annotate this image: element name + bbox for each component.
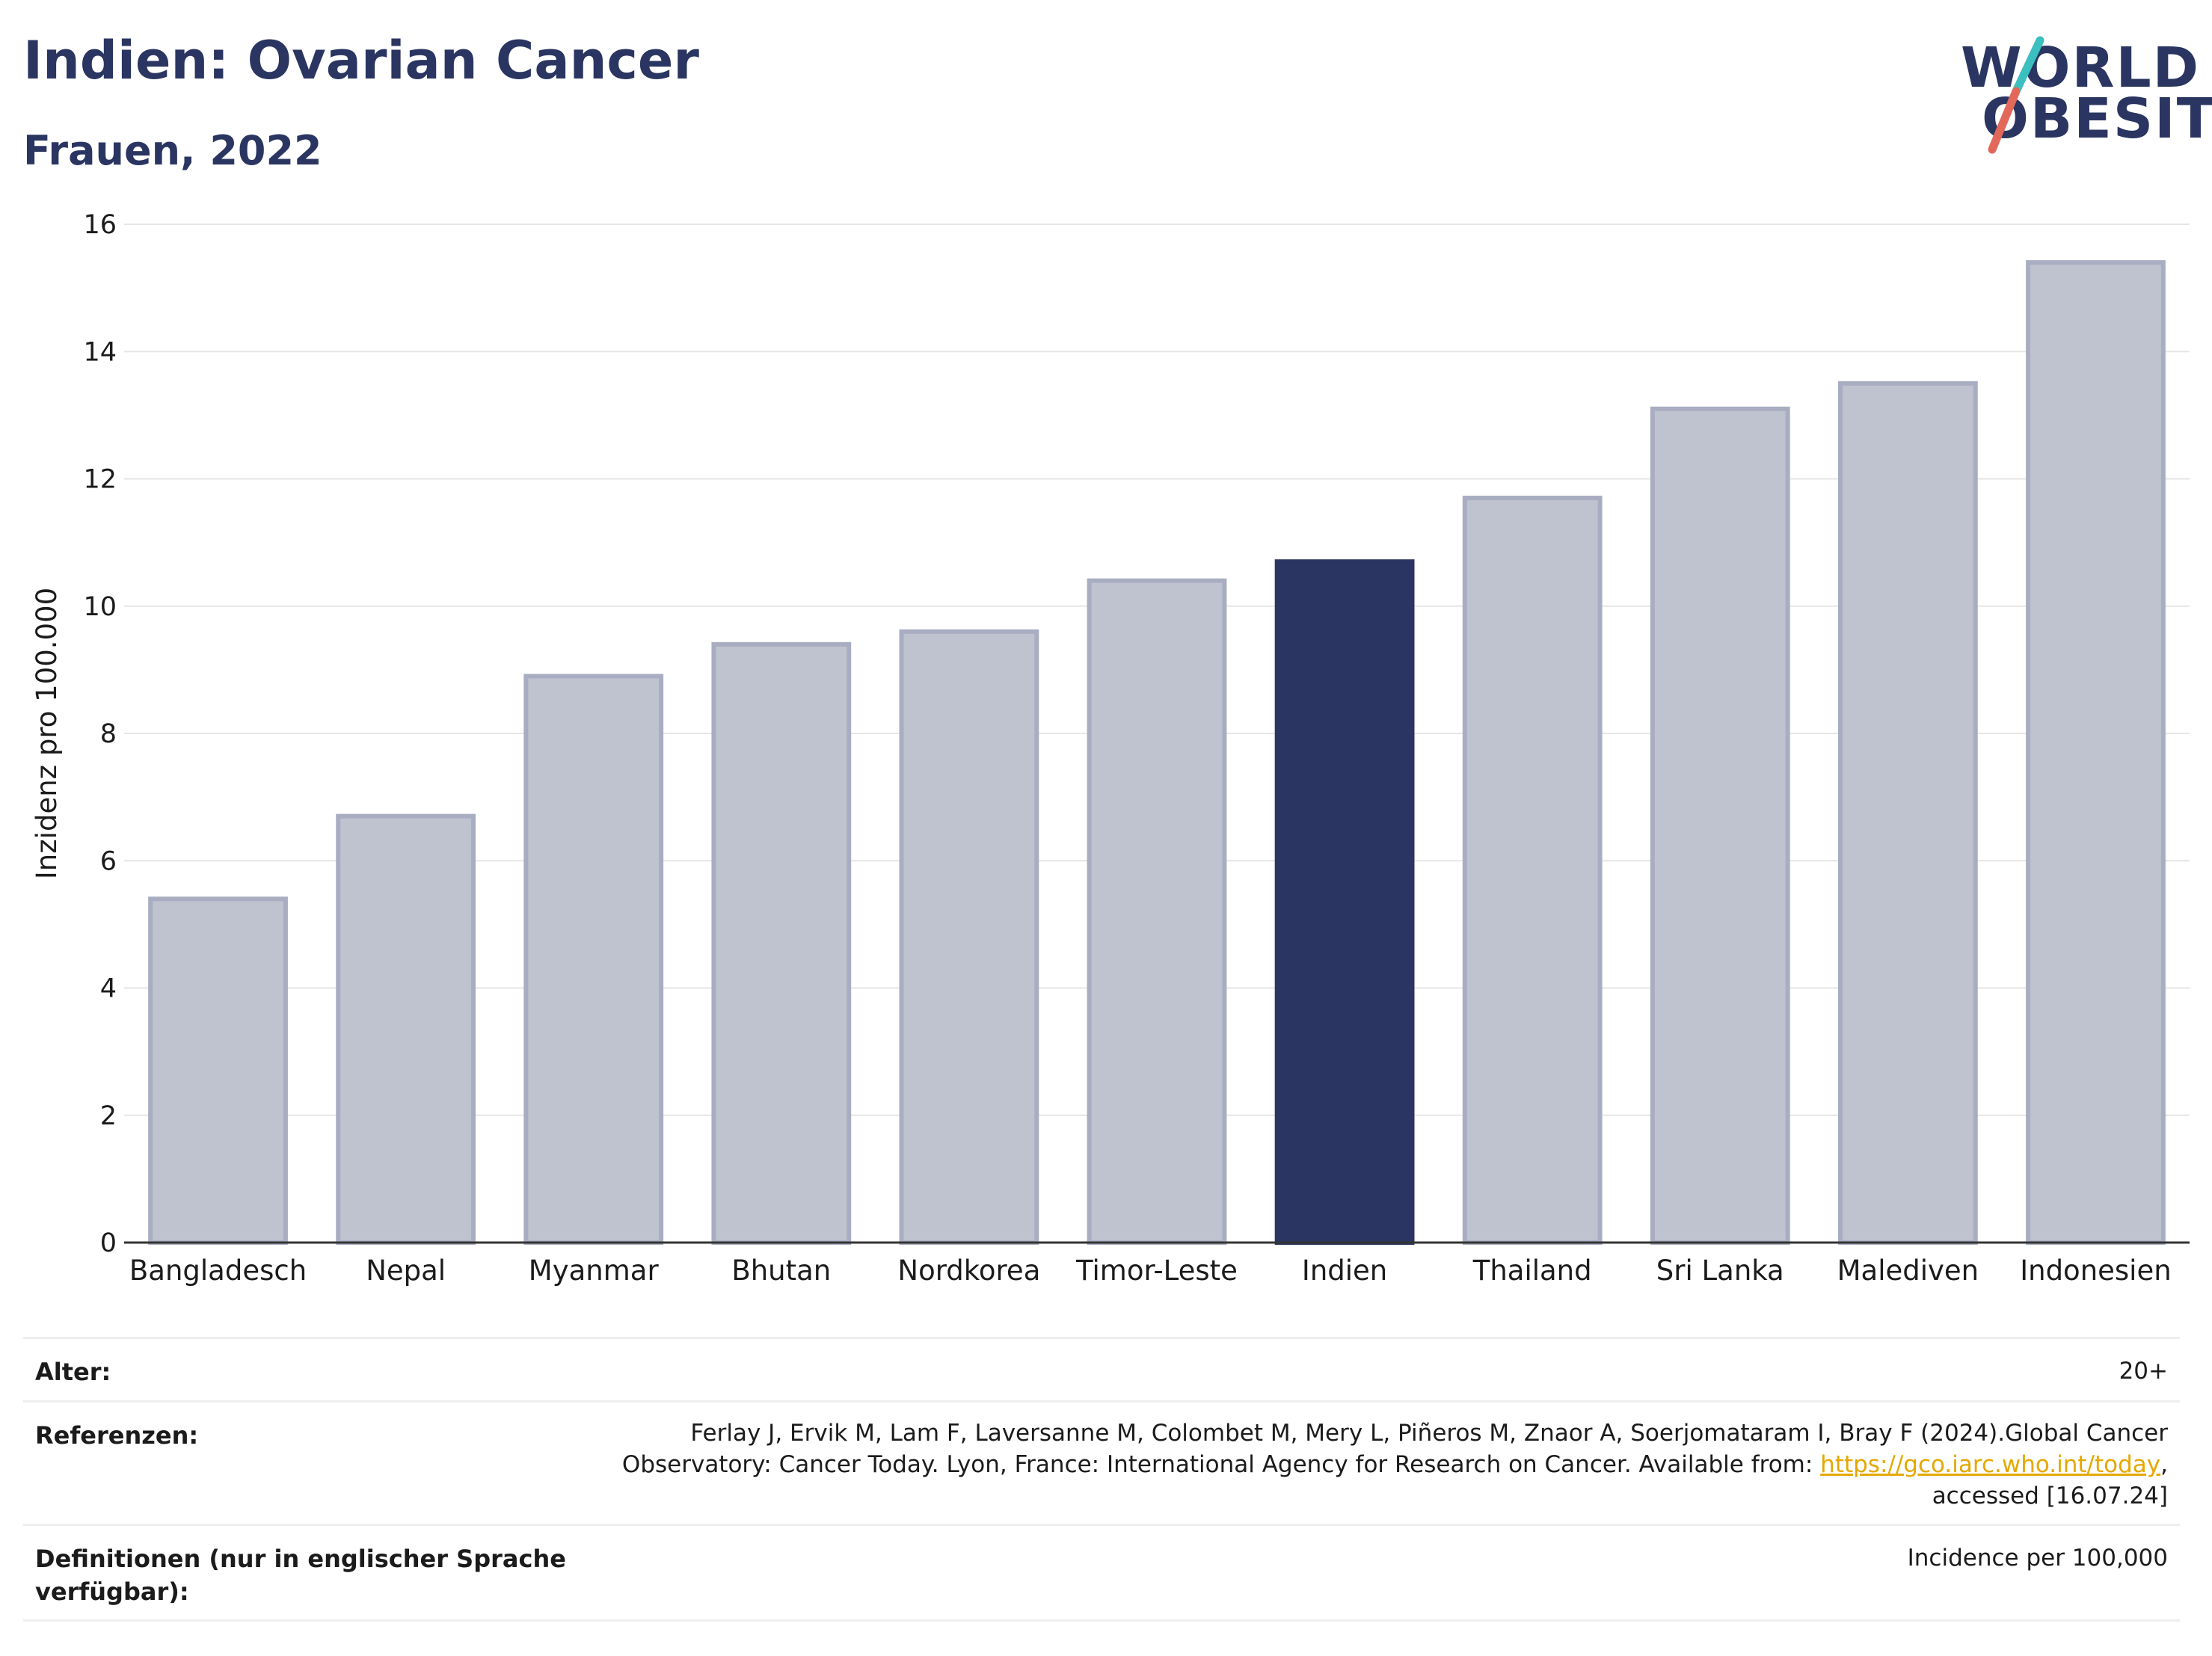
references-line-2: Observatory: Cancer Today. Lyon, France:…	[622, 1449, 2168, 1480]
bar-nepal	[336, 813, 476, 1245]
references-link[interactable]: https://gco.iarc.who.int/today	[1820, 1451, 2161, 1478]
age-label: Alter:	[35, 1358, 111, 1386]
x-tick-label: Myanmar	[529, 1255, 660, 1287]
y-tick-label: 0	[100, 1228, 117, 1258]
bar-indien	[1274, 559, 1415, 1246]
world-obesity-logo: WORLD OBESITY	[1944, 22, 2212, 157]
bar-sri-lanka	[1650, 406, 1790, 1245]
x-tick-label: Sri Lanka	[1656, 1255, 1784, 1287]
logo-word-obesity: OBESITY	[1982, 87, 2212, 151]
meta-row-age: Alter: 20+	[23, 1337, 2180, 1403]
x-tick-label: Indien	[1302, 1255, 1387, 1287]
bar-malediven	[1837, 381, 1978, 1245]
x-tick-label: Timor-Leste	[1075, 1255, 1238, 1287]
x-tick-label: Nepal	[366, 1255, 446, 1287]
y-tick-label: 6	[100, 846, 117, 876]
x-tick-label: Malediven	[1837, 1255, 1979, 1287]
meta-row-definitions: Definitionen (nur in englischer Sprache …	[23, 1524, 2180, 1622]
x-tick-label: Nordkorea	[897, 1255, 1040, 1287]
references-line-3: accessed [16.07.24]	[1932, 1483, 2168, 1509]
definitions-label-line-1: Definitionen (nur in englischer Sprache	[35, 1545, 566, 1573]
y-tick-label: 8	[100, 719, 117, 749]
references-line-2-text: Observatory: Cancer Today. Lyon, France:…	[621, 1451, 1821, 1478]
bar-indonesien	[2026, 260, 2166, 1246]
definitions-label: Definitionen (nur in englischer Sprache …	[35, 1542, 566, 1608]
bar-bhutan	[711, 641, 852, 1245]
bar-myanmar	[523, 674, 664, 1245]
x-tick-label: Bhutan	[731, 1255, 831, 1287]
bar-chart: 0 2 4 6 8 10 12 14 16 Inzidenz pro 100.000 Banglad…	[31, 210, 2190, 1287]
references-value: Ferlay J, Ervik M, Lam F, Laversanne M, …	[622, 1418, 2168, 1512]
bar-timor-leste	[1087, 578, 1227, 1245]
x-tick-label: Bangladesch	[129, 1255, 307, 1287]
definitions-value: Incidence per 100,000	[1907, 1545, 2168, 1572]
y-axis-title: Inzidenz pro 100.000	[31, 588, 63, 879]
references-label: Referenzen:	[35, 1421, 199, 1450]
references-line-2-comma: ,	[2160, 1451, 2168, 1478]
y-tick-label: 14	[83, 337, 117, 367]
y-tick-label: 4	[100, 974, 117, 1004]
x-tick-label: Indonesien	[2020, 1255, 2171, 1287]
references-line-1: Ferlay J, Ervik M, Lam F, Laversanne M, …	[690, 1420, 2168, 1447]
bar-bangladesch	[148, 896, 288, 1245]
y-tick-label: 16	[83, 210, 117, 240]
definitions-label-line-2: verfügbar):	[35, 1577, 189, 1606]
y-tick-label: 10	[83, 592, 117, 622]
y-tick-label: 2	[100, 1101, 117, 1131]
logo-slash-icon	[1988, 36, 2044, 154]
age-value: 20+	[2119, 1358, 2168, 1385]
bar-nordkorea	[899, 629, 1039, 1245]
x-tick-label: Thailand	[1472, 1255, 1592, 1287]
bar-thailand	[1462, 496, 1603, 1246]
chart-title: Indien: Ovarian Cancer	[23, 30, 699, 91]
meta-row-references: Referenzen: Ferlay J, Ervik M, Lam F, La…	[23, 1400, 2180, 1526]
logo-word-world: WORLD	[1961, 36, 2201, 100]
chart-subtitle: Frauen, 2022	[23, 127, 322, 174]
y-tick-label: 12	[83, 465, 117, 495]
